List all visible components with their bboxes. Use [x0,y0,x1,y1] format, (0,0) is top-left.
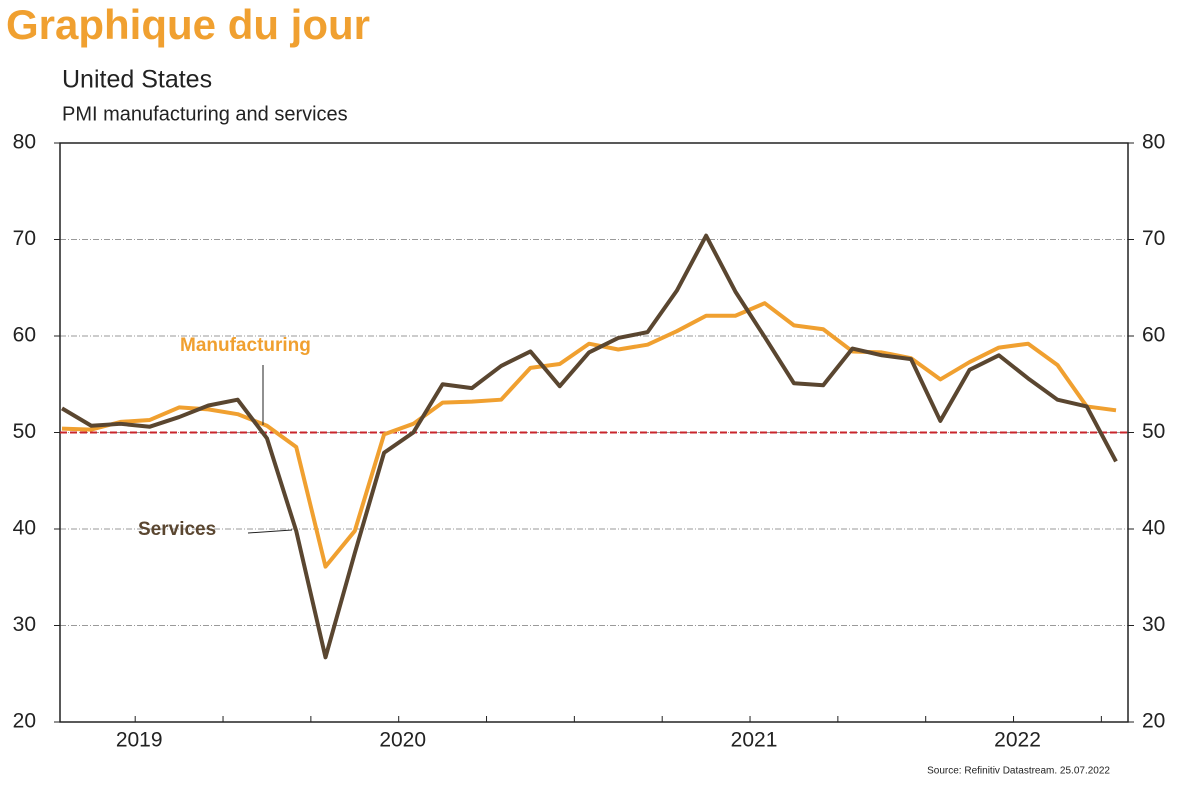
legend-label: Services [138,519,216,540]
chart-title: United States [62,66,212,94]
y-tick-label: 70 [13,227,36,250]
y-tick-label: 40 [13,517,36,540]
series-line [60,233,1118,660]
leader-line [247,529,293,534]
y2-tick-label: 60 [1142,324,1165,347]
y2-tick-label: 40 [1142,517,1165,540]
legend-label: Manufacturing [180,335,311,356]
page-header: Graphique du jour [6,1,370,48]
x-tick-label: 2019 [116,729,163,752]
y2-tick-label: 30 [1142,613,1165,636]
y2-tick-label: 50 [1142,420,1165,443]
x-tick-label: 2022 [994,729,1041,752]
y-tick-label: 50 [13,420,36,443]
y-tick-label: 20 [13,710,36,733]
x-tick-label: 2020 [379,729,426,752]
y-tick-label: 30 [13,613,36,636]
source-note: Source: Refinitiv Datastream. 25.07.2022 [927,766,1110,777]
y2-tick-label: 20 [1142,710,1165,733]
y2-tick-label: 80 [1142,131,1165,154]
x-tick-label: 2021 [731,729,778,752]
y2-tick-label: 70 [1142,227,1165,250]
y-tick-label: 80 [13,131,36,154]
chart-subtitle: PMI manufacturing and services [62,103,348,125]
y-tick-label: 60 [13,324,36,347]
series-line [61,301,1117,569]
